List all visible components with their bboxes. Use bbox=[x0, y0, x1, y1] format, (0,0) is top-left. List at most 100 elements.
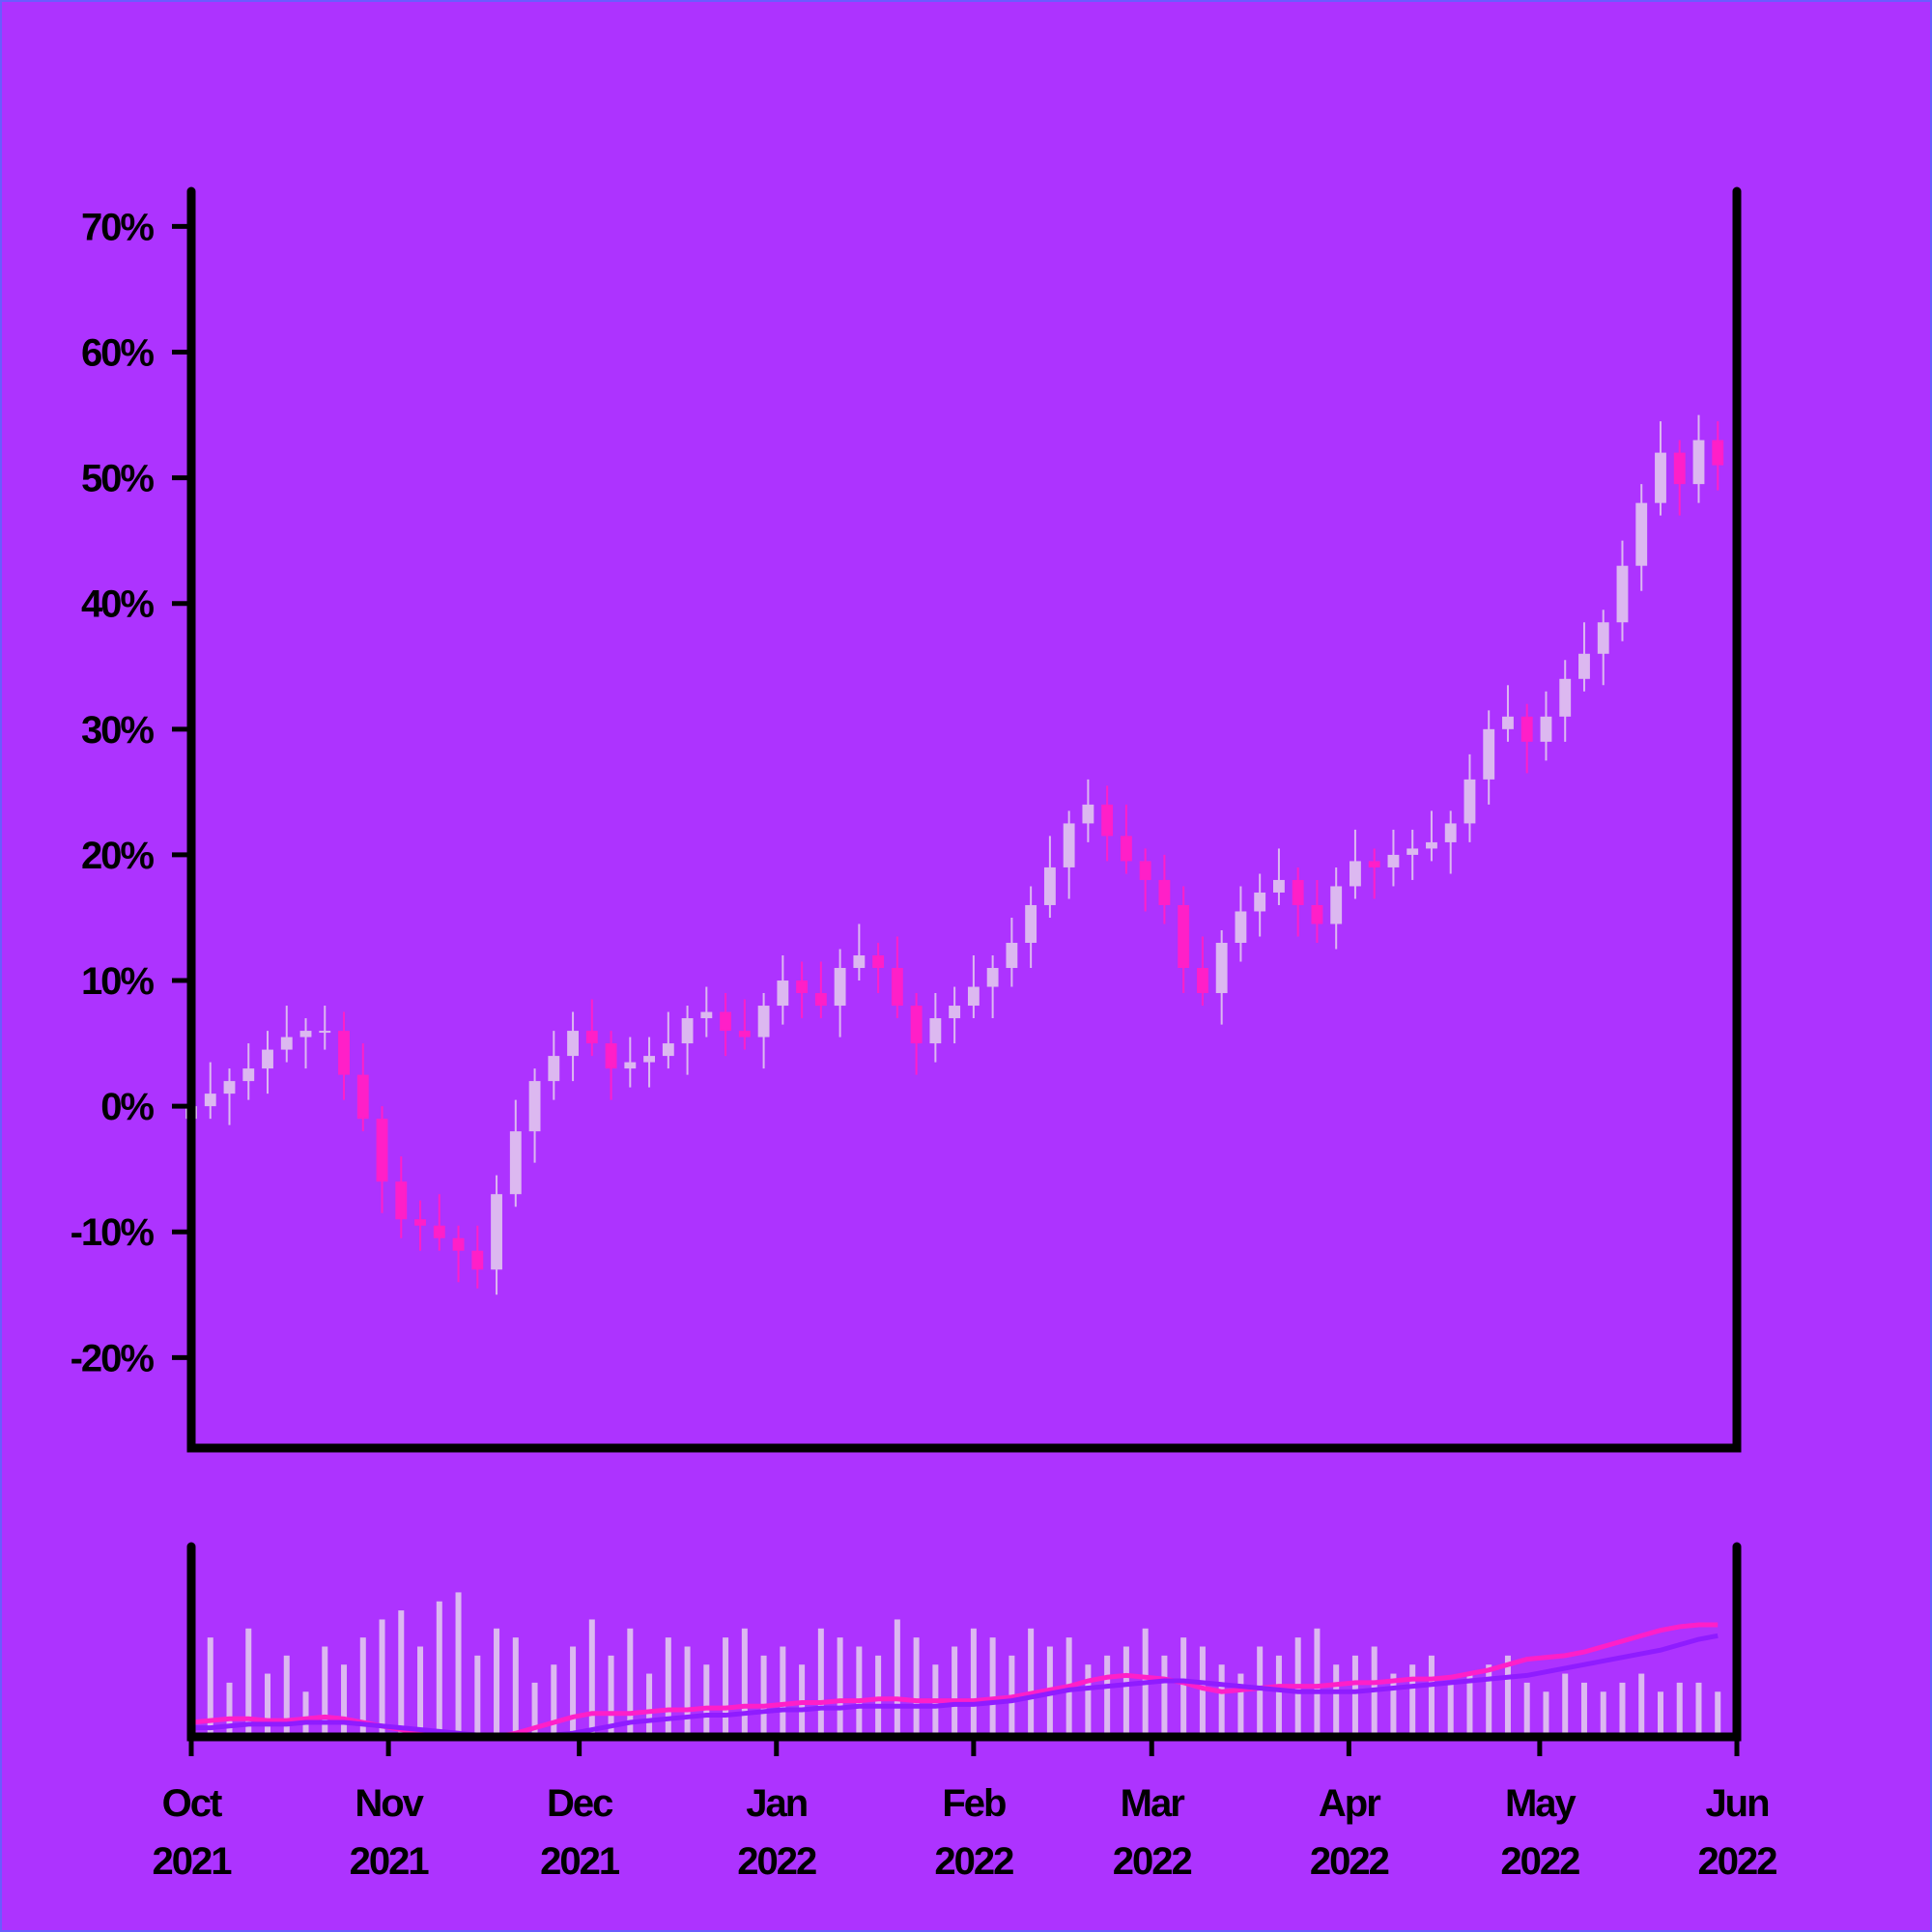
candle-body bbox=[299, 1031, 312, 1037]
volume-bar bbox=[474, 1655, 481, 1737]
candle-body bbox=[700, 1011, 713, 1019]
volume-panel bbox=[188, 1592, 1721, 1740]
candle-body bbox=[777, 980, 789, 1007]
volume-bar bbox=[1161, 1655, 1168, 1737]
volume-bar bbox=[588, 1619, 595, 1737]
price-panel bbox=[185, 414, 1724, 1295]
volume-bar bbox=[646, 1673, 653, 1737]
candle-body bbox=[1139, 861, 1151, 880]
volume-bar bbox=[1600, 1691, 1606, 1737]
volume-bar bbox=[226, 1682, 233, 1737]
x-tick-label: Feb 2022 bbox=[934, 1782, 1013, 1883]
candle-body bbox=[891, 968, 903, 1007]
volume-bar bbox=[359, 1637, 366, 1737]
volume-bar bbox=[283, 1655, 290, 1737]
volume-bar bbox=[856, 1646, 863, 1737]
volume-bar bbox=[341, 1664, 348, 1737]
candle-body bbox=[1235, 911, 1247, 943]
volume-bar bbox=[379, 1619, 385, 1737]
volume-bar bbox=[989, 1637, 996, 1737]
volume-bar bbox=[817, 1628, 824, 1737]
volume-bar bbox=[494, 1628, 500, 1737]
y-tick-label: 20% bbox=[81, 835, 154, 877]
volume-bar bbox=[780, 1646, 786, 1737]
volume-bar bbox=[741, 1628, 748, 1737]
candle-body bbox=[491, 1194, 502, 1270]
candle-body bbox=[1692, 440, 1705, 485]
volume-bar bbox=[1638, 1673, 1645, 1737]
candle-body bbox=[1120, 836, 1132, 862]
volume-bar bbox=[1409, 1664, 1416, 1737]
candle-body bbox=[1616, 565, 1629, 623]
volume-bar bbox=[551, 1664, 557, 1737]
volume-bar bbox=[417, 1646, 424, 1737]
volume-bar bbox=[245, 1628, 252, 1737]
y-tick-label: 40% bbox=[81, 583, 154, 626]
candle-body bbox=[1178, 904, 1190, 969]
candle-body bbox=[1502, 716, 1514, 729]
candle-body bbox=[967, 986, 980, 1007]
candle-body bbox=[986, 968, 999, 987]
candle-body bbox=[395, 1181, 408, 1220]
candle-body bbox=[662, 1043, 674, 1057]
candle-body bbox=[1273, 879, 1285, 893]
volume-bar bbox=[1351, 1655, 1358, 1737]
volume-bar bbox=[1504, 1655, 1511, 1737]
y-tick-label: 30% bbox=[81, 709, 154, 752]
candle-body bbox=[796, 980, 809, 994]
volume-bar bbox=[265, 1673, 271, 1737]
candle-body bbox=[280, 1037, 293, 1050]
candle-body bbox=[1063, 823, 1075, 867]
volume-bar bbox=[302, 1691, 309, 1737]
volume-bar bbox=[875, 1655, 882, 1737]
volume-bar bbox=[913, 1637, 920, 1737]
volume-bar bbox=[627, 1628, 634, 1737]
x-tick-label: Jun 2022 bbox=[1698, 1782, 1777, 1883]
moving-average-line bbox=[191, 1633, 1719, 1740]
candle-body bbox=[1101, 804, 1114, 837]
volume-bar bbox=[1333, 1664, 1340, 1737]
volume-bar bbox=[1314, 1628, 1321, 1737]
volume-bar bbox=[1218, 1664, 1225, 1737]
volume-bar bbox=[1390, 1673, 1397, 1737]
candle-body bbox=[1559, 678, 1572, 717]
candle-body bbox=[1673, 452, 1686, 485]
candle-body bbox=[720, 1011, 732, 1032]
candle-body bbox=[1406, 848, 1419, 855]
candle-body bbox=[605, 1043, 617, 1069]
volume-bar bbox=[1619, 1682, 1626, 1737]
candle-body bbox=[738, 1031, 751, 1037]
x-tick-label: Mar 2022 bbox=[1113, 1782, 1192, 1883]
volume-bar bbox=[952, 1646, 958, 1737]
candle-body bbox=[1254, 892, 1266, 912]
candle-body bbox=[338, 1031, 350, 1075]
candle-body bbox=[1006, 942, 1018, 969]
volume-bar bbox=[512, 1637, 519, 1737]
x-tick-label: Oct 2021 bbox=[153, 1782, 233, 1883]
candle-body bbox=[1368, 861, 1380, 867]
candle-body bbox=[356, 1074, 369, 1120]
axes: -20% -10% 0% 10% 20% 30% 40% 50% 60% 70% Oct 2021 No… bbox=[71, 186, 1778, 1883]
volume-bar bbox=[760, 1655, 767, 1737]
y-tick-label: 60% bbox=[81, 332, 154, 375]
candle-body bbox=[1463, 779, 1476, 824]
candle-body bbox=[1082, 804, 1094, 824]
candle-body bbox=[1215, 942, 1228, 994]
candle-body bbox=[834, 968, 846, 1007]
candle-body bbox=[1520, 716, 1533, 742]
volume-bar bbox=[1562, 1673, 1569, 1737]
candle-body bbox=[872, 955, 885, 969]
volume-bar bbox=[970, 1628, 977, 1737]
candle-body bbox=[624, 1062, 637, 1069]
candle-body bbox=[1578, 653, 1590, 679]
volume-bar bbox=[1237, 1673, 1244, 1737]
candle-body bbox=[1043, 867, 1056, 905]
candle-body bbox=[471, 1250, 484, 1270]
volume-bar bbox=[1104, 1655, 1111, 1737]
volume-bar bbox=[1543, 1691, 1549, 1737]
x-tick-label: Jan 2022 bbox=[737, 1782, 816, 1883]
x-tick-label: May 2022 bbox=[1500, 1782, 1579, 1883]
volume-bar bbox=[1523, 1682, 1530, 1737]
volume-bar bbox=[1466, 1673, 1473, 1737]
volume-bar bbox=[1199, 1646, 1206, 1737]
